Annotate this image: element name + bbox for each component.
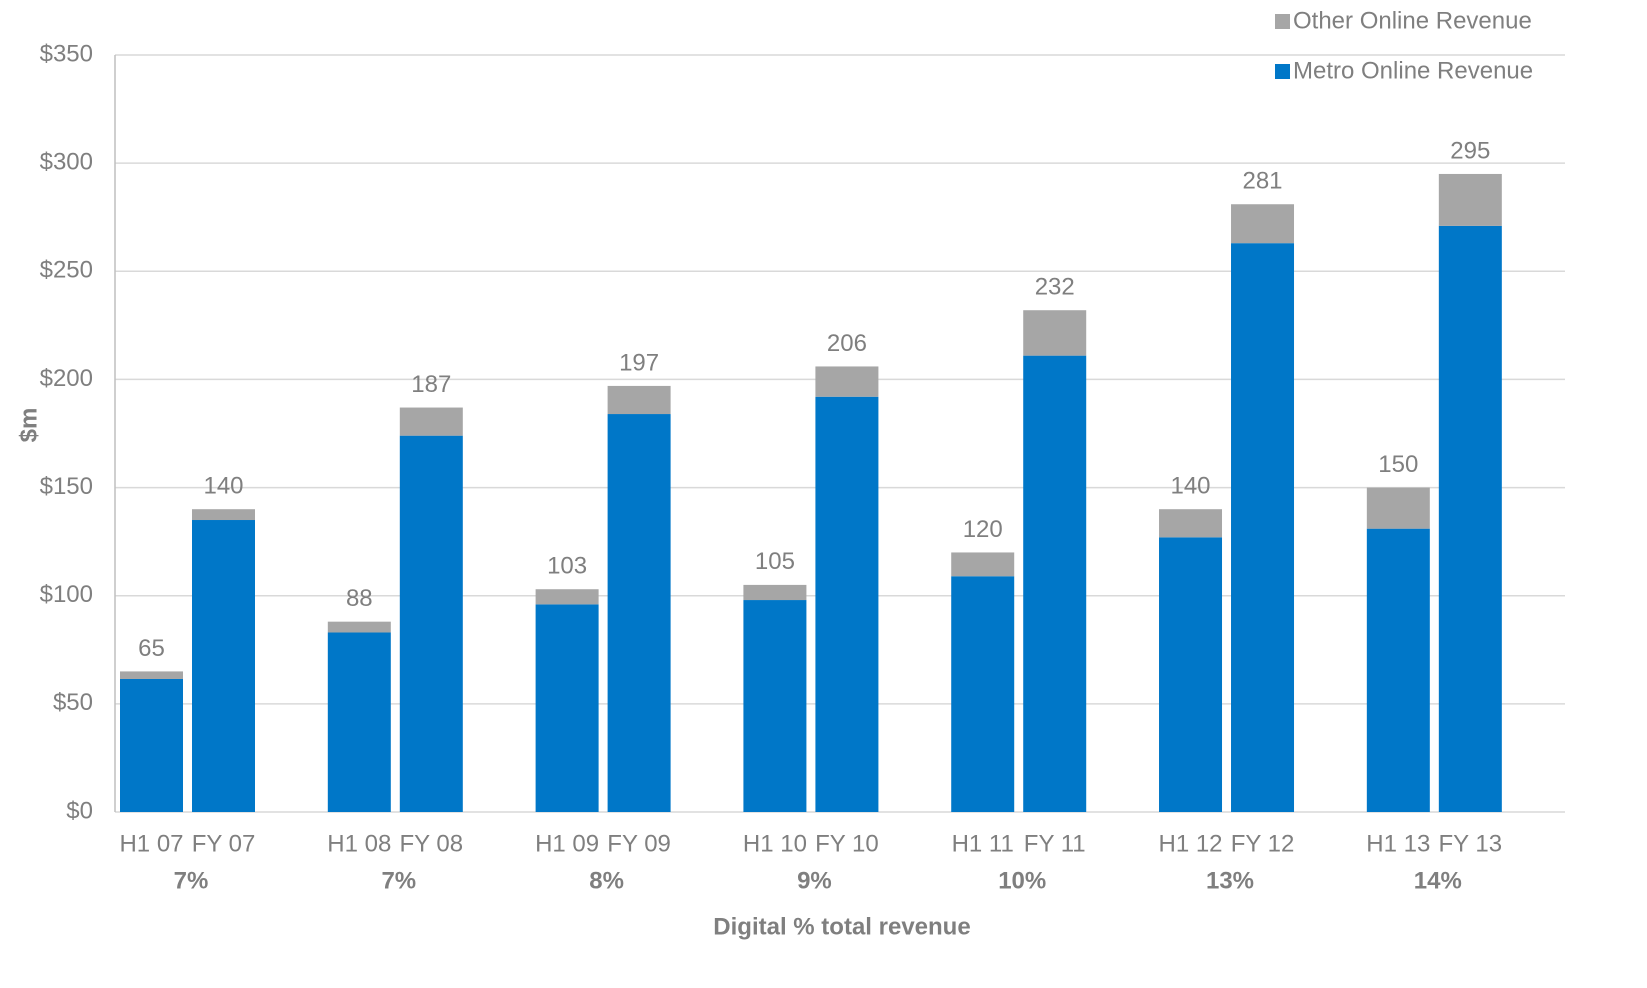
x-tick-label: FY 10 [815, 830, 879, 857]
group-label: 7% [381, 867, 416, 894]
bar-segment [535, 604, 599, 812]
total-label: 103 [547, 553, 587, 580]
x-tick-label: FY 11 [1024, 830, 1086, 857]
x-tick-label: H1 11 [952, 830, 1014, 857]
group-label: 14% [1414, 867, 1462, 894]
x-axis-title: Digital % total revenue [713, 913, 970, 940]
legend-swatch [1275, 14, 1290, 29]
bar-segment [743, 584, 807, 601]
x-tick-label: FY 12 [1231, 830, 1295, 857]
group-label: 9% [797, 867, 832, 894]
legend-label: Other Online Revenue [1293, 7, 1532, 34]
bar-segment [951, 576, 1015, 812]
x-tick-label: H1 12 [1158, 830, 1222, 857]
group-label: 7% [174, 867, 209, 894]
x-tick-label: FY 13 [1439, 830, 1503, 857]
bar-segment [1366, 487, 1430, 529]
bar-segment [1023, 355, 1087, 812]
x-tick-label: FY 09 [607, 830, 671, 857]
bar-segment [1023, 310, 1087, 356]
total-label: 140 [1170, 473, 1210, 500]
bar-segment [192, 509, 255, 521]
bar-segment [120, 678, 183, 812]
legend-label: Metro Online Revenue [1293, 57, 1533, 84]
bar-segment [535, 589, 599, 605]
legend-swatch [1275, 64, 1290, 79]
total-label: 187 [411, 371, 451, 398]
total-label: 197 [619, 349, 659, 376]
bar-segment [607, 385, 671, 415]
total-label: 150 [1378, 451, 1418, 478]
bar-segment [743, 600, 807, 812]
total-label: 65 [138, 635, 165, 662]
total-label: 120 [963, 516, 1003, 543]
total-label: 281 [1242, 168, 1282, 195]
y-axis-title: $m [15, 408, 42, 443]
bar-segment [815, 396, 879, 812]
y-tick-label: $350 [40, 40, 93, 67]
bar-segment [1438, 173, 1502, 226]
x-tick-label: FY 08 [399, 830, 463, 857]
bar-segment [399, 435, 463, 812]
group-label: 8% [589, 867, 624, 894]
bar-segment [399, 407, 463, 436]
bar-segment [327, 621, 391, 633]
total-label: 206 [827, 330, 867, 357]
bar-segment [1438, 225, 1502, 812]
bar-segment [1231, 204, 1295, 244]
y-tick-label: $100 [40, 581, 93, 608]
bar-segment [1366, 528, 1430, 812]
bar-segment [1159, 509, 1223, 538]
y-tick-label: $200 [40, 365, 93, 392]
x-tick-label: H1 13 [1366, 830, 1430, 857]
y-tick-label: $50 [53, 689, 93, 716]
bar-segment [1159, 537, 1223, 812]
bar-segment [327, 632, 391, 812]
bar-segment [815, 366, 879, 397]
y-tick-label: $250 [40, 257, 93, 284]
x-tick-label: H1 08 [327, 830, 391, 857]
total-label: 88 [346, 585, 373, 612]
total-label: 232 [1035, 274, 1075, 301]
y-tick-label: $150 [40, 473, 93, 500]
bar-segment [120, 671, 183, 679]
total-label: 295 [1450, 137, 1490, 164]
x-tick-label: FY 07 [192, 830, 256, 857]
bar-segment [192, 520, 255, 812]
bar-segment [607, 414, 671, 812]
total-label: 140 [203, 473, 243, 500]
y-tick-label: $0 [66, 797, 93, 824]
group-label: 13% [1206, 867, 1254, 894]
x-tick-label: H1 07 [119, 830, 183, 857]
y-tick-label: $300 [40, 148, 93, 175]
bar-segment [1231, 243, 1295, 812]
total-label: 105 [755, 548, 795, 575]
bar-segment [951, 552, 1015, 577]
group-label: 10% [998, 867, 1046, 894]
x-tick-label: H1 10 [743, 830, 807, 857]
x-tick-label: H1 09 [535, 830, 599, 857]
